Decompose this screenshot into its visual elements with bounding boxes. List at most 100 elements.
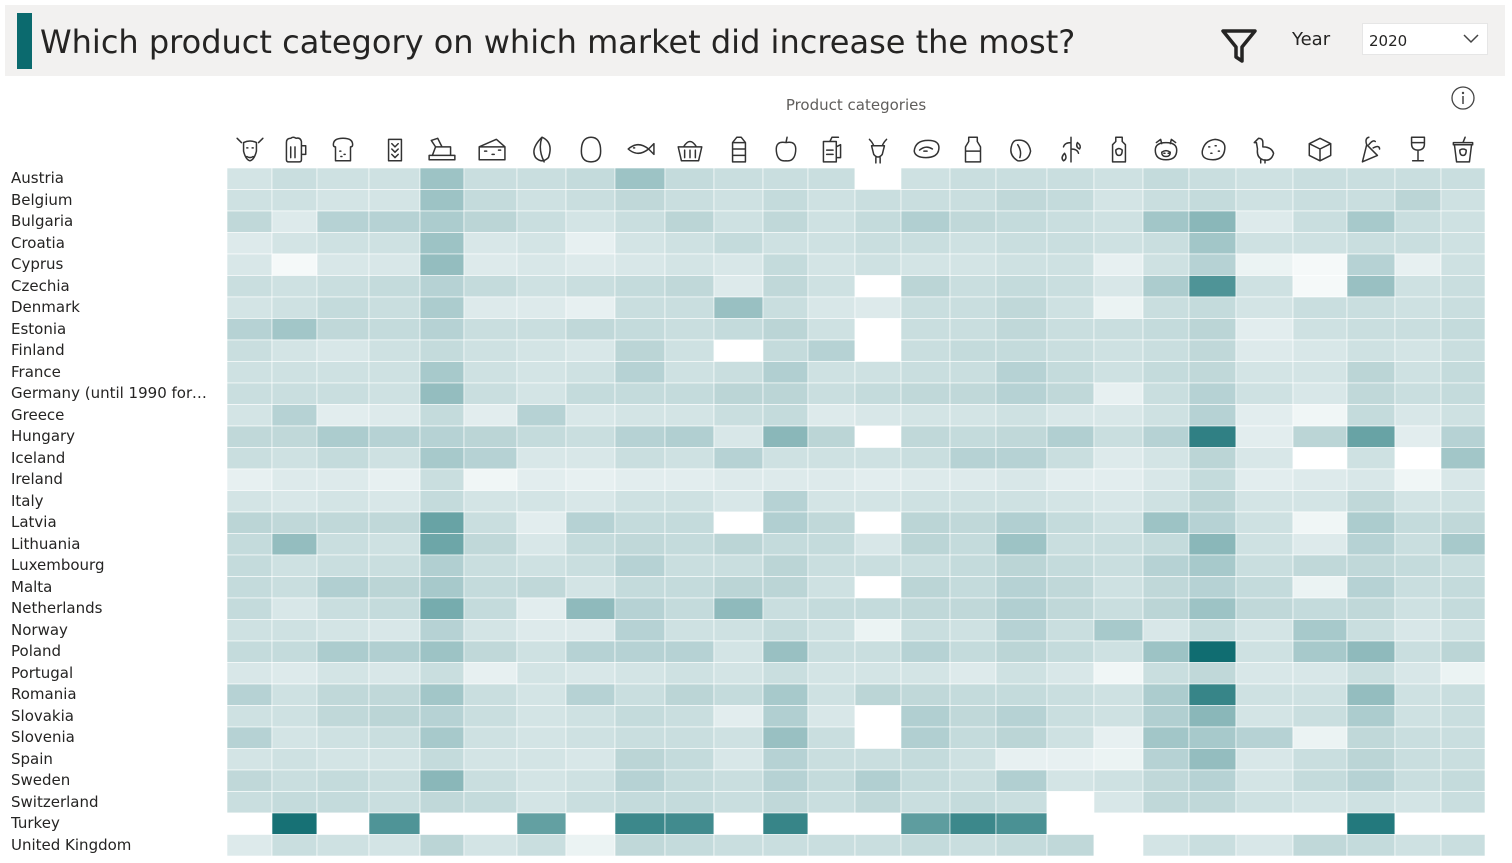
heatmap-cell[interactable] [713,468,764,491]
heatmap-cell[interactable] [419,189,465,212]
heatmap-cell[interactable] [900,597,951,620]
heatmap-cell[interactable] [614,382,666,405]
heatmap-cell[interactable] [664,640,715,663]
heatmap-cell[interactable] [762,511,809,534]
heatmap-cell[interactable] [316,812,370,835]
heatmap-cell[interactable] [1142,318,1190,341]
heatmap-cell[interactable] [664,168,715,190]
heatmap-cell[interactable] [1394,275,1442,298]
heatmap-cell[interactable] [516,662,567,685]
heatmap-cell[interactable] [565,210,616,233]
heatmap-cell[interactable] [565,705,616,728]
heatmap-cell[interactable] [949,812,997,835]
heatmap-cell[interactable] [713,447,764,470]
heatmap-cell[interactable] [419,361,465,384]
heatmap-cell[interactable] [807,662,856,685]
heatmap-cell[interactable] [900,361,951,384]
heatmap-cell[interactable] [1292,275,1348,298]
heatmap-cell[interactable] [1440,382,1485,405]
heatmap-cell[interactable] [1188,726,1237,749]
heatmap-cell[interactable] [1093,791,1144,814]
heatmap-cell[interactable] [614,210,666,233]
heatmap-cell[interactable] [1046,318,1095,341]
heatmap-cell[interactable] [463,554,518,577]
heatmap-cell[interactable] [1235,554,1294,577]
heatmap-cell[interactable] [664,619,715,642]
heatmap-cell[interactable] [565,425,616,448]
heatmap-cell[interactable] [1292,791,1348,814]
heatmap-cell[interactable] [854,232,902,255]
heatmap-cell[interactable] [1142,597,1190,620]
heatmap-cell[interactable] [1394,210,1442,233]
heatmap-cell[interactable] [1046,468,1095,491]
heatmap-cell[interactable] [1093,318,1144,341]
heatmap-cell[interactable] [1440,210,1485,233]
heatmap-cell[interactable] [565,662,616,685]
heatmap-cell[interactable] [854,425,902,448]
heatmap-cell[interactable] [271,533,318,556]
heatmap-cell[interactable] [565,404,616,427]
heatmap-cell[interactable] [1046,189,1095,212]
heatmap-cell[interactable] [614,554,666,577]
heatmap-cell[interactable] [271,705,318,728]
heatmap-cell[interactable] [1394,168,1442,190]
heatmap-cell[interactable] [271,576,318,599]
heatmap-cell[interactable] [762,425,809,448]
heatmap-cell[interactable] [1235,296,1294,319]
heatmap-cell[interactable] [949,705,997,728]
heatmap-cell[interactable] [1346,619,1396,642]
heatmap-cell[interactable] [271,425,318,448]
heatmap-cell[interactable] [227,447,273,470]
heatmap-cell[interactable] [271,275,318,298]
heatmap-cell[interactable] [368,490,421,513]
heatmap-cell[interactable] [1440,769,1485,792]
heatmap-cell[interactable] [900,318,951,341]
heatmap-cell[interactable] [368,812,421,835]
heatmap-cell[interactable] [854,318,902,341]
heatmap-cell[interactable] [1292,382,1348,405]
heatmap-cell[interactable] [1235,210,1294,233]
heatmap-cell[interactable] [1046,576,1095,599]
heatmap-cell[interactable] [664,533,715,556]
heatmap-cell[interactable] [419,554,465,577]
heatmap-cell[interactable] [227,619,273,642]
heatmap-cell[interactable] [1235,576,1294,599]
heatmap-cell[interactable] [565,619,616,642]
heatmap-cell[interactable] [1346,168,1396,190]
heatmap-cell[interactable] [713,640,764,663]
heatmap-cell[interactable] [1394,447,1442,470]
heatmap-cell[interactable] [614,662,666,685]
heatmap-cell[interactable] [1142,168,1190,190]
heatmap-cell[interactable] [1394,253,1442,276]
heatmap-cell[interactable] [1394,812,1442,835]
heatmap-cell[interactable] [516,748,567,771]
heatmap-cell[interactable] [227,318,273,341]
heatmap-cell[interactable] [516,318,567,341]
heatmap-cell[interactable] [419,662,465,685]
heatmap-cell[interactable] [807,447,856,470]
heatmap-cell[interactable] [854,382,902,405]
heatmap-cell[interactable] [271,619,318,642]
heatmap-cell[interactable] [1394,748,1442,771]
heatmap-cell[interactable] [900,769,951,792]
heatmap-cell[interactable] [1235,425,1294,448]
heatmap-cell[interactable] [995,576,1048,599]
heatmap-cell[interactable] [1142,834,1190,857]
heatmap-cell[interactable] [1346,576,1396,599]
heatmap-cell[interactable] [1292,468,1348,491]
heatmap-cell[interactable] [1292,769,1348,792]
heatmap-cell[interactable] [368,232,421,255]
heatmap-cell[interactable] [316,834,370,857]
heatmap-cell[interactable] [949,619,997,642]
heatmap-cell[interactable] [316,769,370,792]
heatmap-cell[interactable] [1346,597,1396,620]
heatmap-cell[interactable] [316,189,370,212]
heatmap-cell[interactable] [807,339,856,362]
heatmap-cell[interactable] [614,361,666,384]
heatmap-cell[interactable] [854,576,902,599]
heatmap-cell[interactable] [419,468,465,491]
heatmap-cell[interactable] [854,339,902,362]
heatmap-cell[interactable] [713,404,764,427]
heatmap-cell[interactable] [516,382,567,405]
heatmap-cell[interactable] [1292,705,1348,728]
